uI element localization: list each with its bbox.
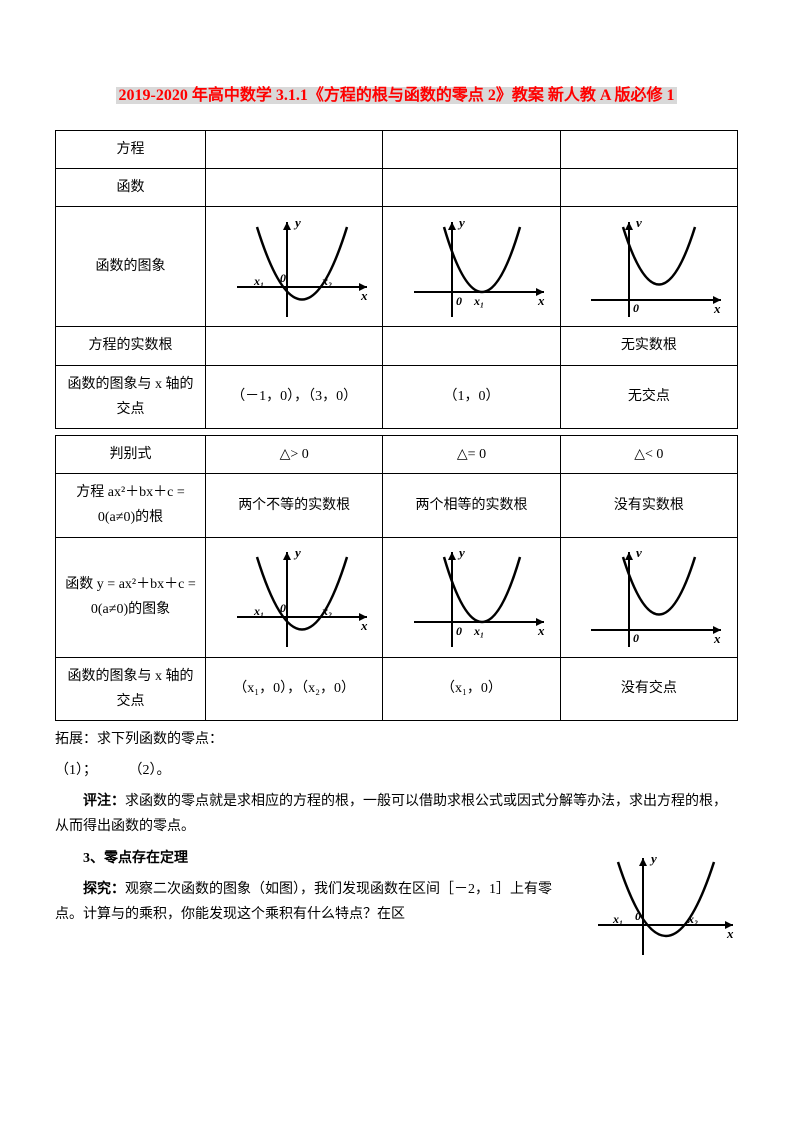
t2-d2c2: 两个不等的实数根 [206, 474, 383, 537]
explore-text: 观察二次函数的图象（如图），我们发现函数在区间［－2，1］上有零点。计算与的乘积… [55, 882, 552, 922]
t2-d2c4: 没有实数根 [560, 474, 737, 537]
ex1: （1）； [55, 763, 97, 778]
t1-r2c4 [560, 169, 737, 207]
t1-r5c4: 无交点 [560, 365, 737, 428]
body-line3: 评注：求函数的零点就是求相应的方程的根，一般可以借助求根公式或因式分解等办法，求… [55, 789, 738, 839]
t2-d4c2: （x₁，0），（x₂，0） [206, 657, 383, 720]
t1-h4: 方程的实数根 [56, 327, 206, 365]
svg-text:x₁: x₁ [612, 912, 623, 926]
svg-text:0: 0 [280, 271, 286, 285]
note-label: 评注： [83, 794, 125, 809]
svg-text:y: y [293, 545, 301, 560]
graph2-one-root: y x 0 x₁ [383, 537, 560, 657]
svg-text:x₁: x₁ [473, 294, 484, 308]
body-line2: （1）； （2）。 [55, 758, 738, 783]
ex2: （2）。 [129, 763, 171, 778]
t2-d1c2: △> 0 [206, 435, 383, 473]
svg-text:x₁: x₁ [253, 604, 264, 618]
graph-no-root: v x 0 [560, 207, 737, 327]
svg-text:x₂: x₂ [687, 912, 698, 926]
svg-text:x: x [713, 631, 721, 646]
t1-h3: 函数的图象 [56, 207, 206, 327]
t2-d2c3: 两个相等的实数根 [383, 474, 560, 537]
t1-r1c2 [206, 131, 383, 169]
svg-text:x: x [713, 301, 721, 316]
svg-text:0: 0 [280, 601, 286, 615]
svg-text:0: 0 [633, 631, 639, 645]
t2-d1c3: △= 0 [383, 435, 560, 473]
svg-text:0: 0 [456, 294, 462, 308]
comparison-table-2: 判别式 △> 0 △= 0 △< 0 方程 ax²＋bx＋c = 0(a≠0)的… [55, 435, 738, 721]
note-text: 求函数的零点就是求相应的方程的根，一般可以借助求根公式或因式分解等办法，求出方程… [55, 794, 727, 834]
t1-h2: 函数 [56, 169, 206, 207]
t2-d1c4: △< 0 [560, 435, 737, 473]
t2-h3: 函数 y = ax²＋bx＋c = 0(a≠0)的图象 [56, 537, 206, 657]
t1-r2c3 [383, 169, 560, 207]
t1-r4c2 [206, 327, 383, 365]
graph2-two-roots: y x 0 x₁ x₂ [206, 537, 383, 657]
t1-r1c4 [560, 131, 737, 169]
svg-text:x: x [360, 618, 368, 633]
svg-text:x₁: x₁ [473, 624, 484, 638]
t2-d4c4: 没有交点 [560, 657, 737, 720]
svg-text:x: x [726, 926, 734, 941]
t2-h2: 方程 ax²＋bx＋c = 0(a≠0)的根 [56, 474, 206, 537]
svg-text:y: y [457, 545, 465, 560]
graph-two-roots: y x 0 x₁ x₂ [206, 207, 383, 327]
page-title: 2019-2020 年高中数学 3.1.1《方程的根与函数的零点 2》教案 新人… [116, 87, 676, 104]
t2-d4c3: （x₁，0） [383, 657, 560, 720]
svg-text:y: y [649, 851, 657, 866]
t1-r1c3 [383, 131, 560, 169]
svg-text:0: 0 [456, 624, 462, 638]
svg-text:x: x [537, 623, 545, 638]
t1-r5c3: （1，0） [383, 365, 560, 428]
svg-text:v: v [636, 215, 642, 230]
comparison-table-1: 方程 函数 函数的图象 y x 0 x₁ x₂ [55, 130, 738, 429]
svg-text:0: 0 [633, 301, 639, 315]
t1-r4c3 [383, 327, 560, 365]
t1-h5: 函数的图象与 x 轴的交点 [56, 365, 206, 428]
graph-one-root: y x 0 x₁ [383, 207, 560, 327]
t2-h1: 判别式 [56, 435, 206, 473]
t2-h4: 函数的图象与 x 轴的交点 [56, 657, 206, 720]
inline-graph: y x 0 x₁ x₂ [588, 850, 738, 969]
body-line1: 拓展：求下列函数的零点： [55, 727, 738, 752]
svg-text:x₂: x₂ [321, 274, 332, 288]
svg-text:x₂: x₂ [321, 604, 332, 618]
explore-label: 探究： [83, 882, 125, 897]
svg-text:0: 0 [635, 909, 641, 923]
svg-text:x: x [360, 288, 368, 303]
svg-text:v: v [636, 545, 642, 560]
svg-text:x: x [537, 293, 545, 308]
svg-text:y: y [457, 215, 465, 230]
t1-r2c2 [206, 169, 383, 207]
graph2-no-root: v x 0 [560, 537, 737, 657]
t1-r4c4: 无实数根 [560, 327, 737, 365]
t1-h1: 方程 [56, 131, 206, 169]
svg-text:x₁: x₁ [253, 274, 264, 288]
svg-text:y: y [293, 215, 301, 230]
t1-r5c2: （－1，0），（3，0） [206, 365, 383, 428]
